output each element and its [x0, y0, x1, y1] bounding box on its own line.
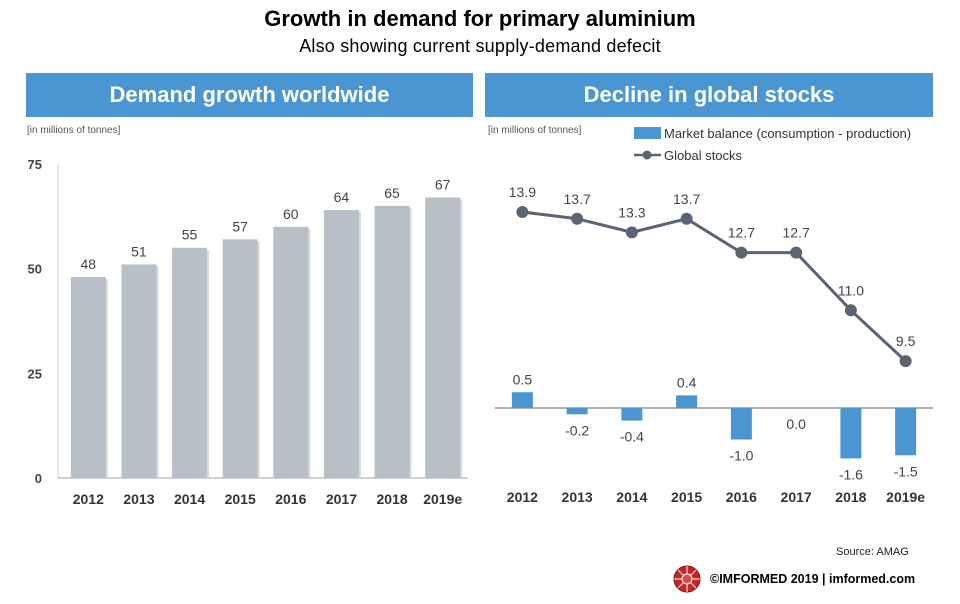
- demand-bar: [70, 277, 106, 478]
- source-note: Source: AMAG: [836, 546, 909, 558]
- market-balance-bar: [621, 408, 643, 421]
- market-balance-bar: [895, 408, 917, 456]
- global-stocks-point: [625, 226, 638, 239]
- left-x-tick-label: 2016: [275, 491, 306, 507]
- demand-bar: [222, 239, 258, 478]
- global-stocks-value-label: 13.3: [618, 204, 645, 220]
- demand-bar: [172, 247, 208, 478]
- right-x-tick-label: 2012: [507, 489, 538, 505]
- market-balance-value-label: -1.0: [729, 448, 753, 464]
- demand-bar: [273, 226, 309, 478]
- demand-bar: [374, 205, 410, 478]
- left-x-tick-label: 2017: [326, 491, 357, 507]
- right-x-tick-label: 2017: [781, 489, 812, 505]
- left-x-tick-label: 2018: [376, 491, 407, 507]
- legend-market-balance-label: Market balance (consumption - production…: [664, 126, 911, 141]
- right-panel-banner: Decline in global stocks: [485, 73, 933, 117]
- right-unit-label: [in millions of tonnes]: [488, 125, 582, 136]
- left-x-tick-label: 2015: [225, 491, 256, 507]
- global-stocks-value-label: 12.7: [783, 225, 810, 241]
- market-balance-bar: [840, 408, 862, 459]
- demand-value-label: 67: [435, 176, 451, 192]
- footer-text: ©IMFORMED 2019 | imformed.com: [710, 572, 916, 586]
- right-x-tick-label: 2019e: [886, 489, 925, 505]
- demand-value-label: 57: [232, 218, 248, 234]
- left-panel-title: Demand growth worldwide: [109, 82, 390, 107]
- market-balance-value-label: -1.5: [894, 463, 918, 479]
- left-y-tick-label: 25: [28, 366, 42, 381]
- left-unit-label: [in millions of tonnes]: [27, 125, 121, 136]
- global-stocks-point: [571, 212, 584, 225]
- market-balance-bar: [511, 392, 533, 408]
- demand-value-label: 60: [283, 206, 299, 222]
- chart-subtitle: Also showing current supply-demand defec…: [299, 36, 661, 56]
- market-balance-value-label: 0.0: [786, 416, 806, 432]
- global-stocks-value-label: 12.7: [728, 225, 755, 241]
- global-stocks-value-label: 13.7: [673, 191, 700, 207]
- legend-bar-swatch: [634, 127, 661, 139]
- right-x-tick-label: 2015: [671, 489, 702, 505]
- global-stocks-point: [844, 304, 857, 317]
- market-balance-value-label: -0.4: [620, 429, 644, 445]
- market-balance-bar: [676, 395, 698, 408]
- market-balance-value-label: -1.6: [839, 466, 863, 482]
- left-panel-banner: Demand growth worldwide: [26, 73, 473, 117]
- demand-value-label: 55: [182, 227, 198, 243]
- market-balance-value-label: 0.5: [513, 371, 533, 387]
- chart-title: Growth in demand for primary aluminium: [264, 6, 696, 31]
- legend-global-stocks-label: Global stocks: [664, 148, 743, 163]
- right-x-tick-label: 2014: [616, 489, 647, 505]
- left-x-tick-label: 2014: [174, 491, 205, 507]
- imformed-logo-icon: [673, 565, 701, 593]
- global-stocks-line: [522, 210, 907, 363]
- demand-bar: [425, 197, 461, 478]
- left-y-tick-label: 0: [35, 471, 42, 486]
- global-stocks-value-label: 13.7: [564, 191, 591, 207]
- global-stocks-value-label: 13.9: [509, 184, 536, 200]
- right-x-tick-label: 2018: [835, 489, 866, 505]
- right-x-tick-label: 2016: [726, 489, 757, 505]
- left-x-tick-label: 2019e: [423, 491, 462, 507]
- global-stocks-point: [735, 246, 748, 259]
- global-stocks-value-label: 11.0: [838, 282, 864, 298]
- demand-bar: [323, 210, 359, 478]
- market-balance-bar: [730, 408, 752, 440]
- global-stocks-point: [516, 206, 529, 218]
- demand-value-label: 48: [81, 256, 97, 272]
- left-y-tick-label: 75: [28, 157, 42, 172]
- global-stocks-value-label: 9.5: [896, 333, 916, 349]
- left-x-tick-label: 2013: [123, 491, 154, 507]
- demand-value-label: 64: [334, 189, 350, 205]
- market-balance-value-label: 0.4: [677, 374, 697, 390]
- global-stocks-point: [790, 246, 803, 259]
- market-balance-value-label: -0.2: [565, 422, 589, 438]
- demand-value-label: 51: [131, 243, 147, 259]
- left-x-tick-label: 2012: [73, 491, 104, 507]
- global-stocks-point: [680, 212, 693, 225]
- demand-bar: [121, 264, 157, 478]
- market-balance-bar: [566, 408, 588, 415]
- left-y-tick-label: 50: [28, 262, 42, 277]
- demand-value-label: 65: [384, 185, 400, 201]
- right-x-tick-label: 2013: [562, 489, 593, 505]
- footer: ©IMFORMED 2019 | imformed.com: [672, 564, 915, 594]
- global-stocks-point: [899, 355, 912, 368]
- right-panel-title: Decline in global stocks: [583, 82, 835, 107]
- legend-line-marker: [642, 150, 652, 160]
